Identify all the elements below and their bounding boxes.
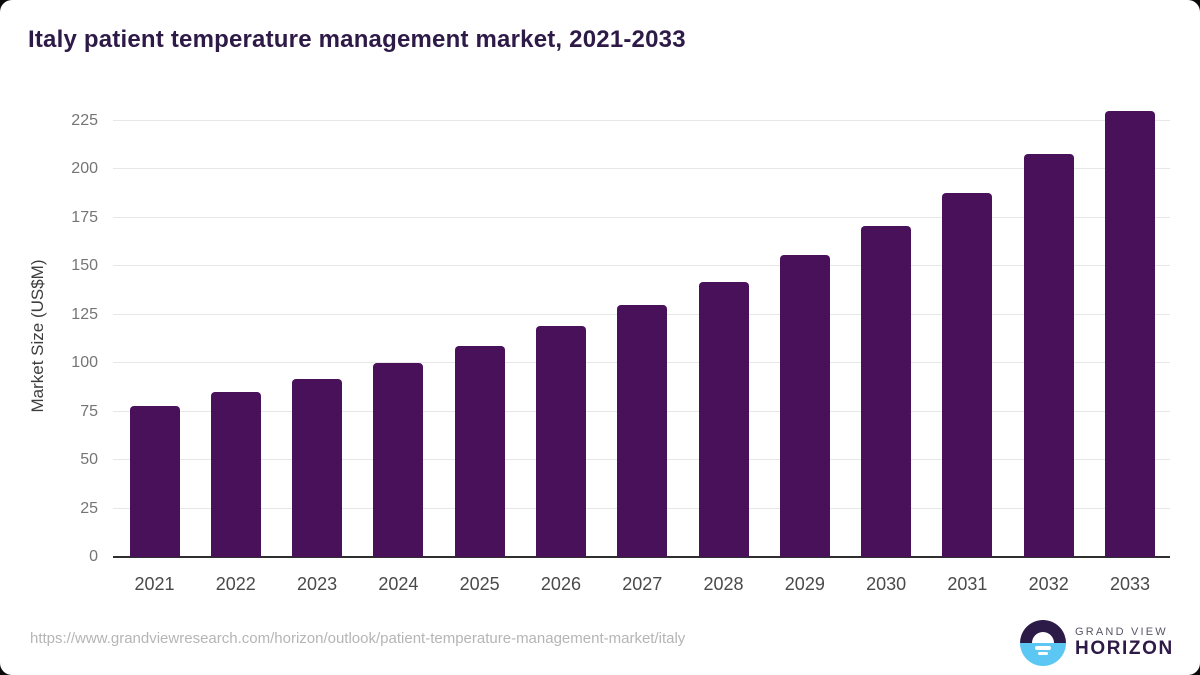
y-tick-label-225: 225 [71,112,98,129]
x-tick-label-2031: 2031 [947,574,988,594]
x-tick-label-2027: 2027 [622,574,663,594]
y-tick-label-25: 25 [80,499,98,517]
sun-icon [1032,632,1054,643]
bar-2032 [1023,153,1074,557]
x-axis-line [113,556,1170,558]
horizon-sunrise-icon [1020,620,1066,666]
bar-2028 [698,281,749,557]
y-tick-label-125: 125 [71,305,98,323]
brand-name-top: GRAND VIEW [1075,625,1168,638]
x-tick-label-2025: 2025 [459,574,500,594]
bar-2021 [129,405,180,557]
x-tick-label-2029: 2029 [784,574,825,594]
bar-2029 [779,254,830,557]
x-tick-label-2032: 2032 [1028,574,1069,594]
gridline-225 [113,120,1170,121]
y-axis-title: Market Size (US$M) [28,259,47,413]
y-tick-label-50: 50 [80,451,98,469]
bar-2031 [942,192,993,557]
chart-title: Italy patient temperature management mar… [28,26,686,53]
x-tick-label-2026: 2026 [540,574,581,594]
plot-area [113,111,1170,558]
bar-2027 [617,305,668,557]
y-tick-label-75: 75 [80,402,98,420]
y-tick-label-0: 0 [89,548,98,565]
bar-2026 [535,326,586,557]
x-tick-label-2024: 2024 [378,574,419,594]
bar-2030 [861,225,912,557]
y-tick-label-100: 100 [71,354,98,372]
sun-reflection-line [1035,646,1051,650]
gridline-150 [113,265,1170,267]
y-tick-label-200: 200 [71,160,98,178]
y-tick-label-175: 175 [71,208,98,226]
grand-view-horizon-logo: GRAND VIEW HORIZON [1020,620,1174,666]
bar-2024 [373,363,424,557]
x-tick-label-2022: 2022 [215,574,256,594]
bar-2033 [1105,111,1155,557]
x-tick-label-2030: 2030 [866,574,907,594]
x-tick-label-2028: 2028 [703,574,744,594]
gridline-175 [113,216,1170,218]
x-tick-label-2023: 2023 [297,574,338,594]
sun-reflection-line [1038,652,1048,655]
y-tick-label-150: 150 [71,257,98,275]
x-tick-label-2021: 2021 [134,574,175,594]
bar-2022 [210,392,261,557]
bar-2023 [292,378,343,557]
gridline-200 [113,168,1170,170]
logo-text: GRAND VIEW HORIZON [1075,626,1174,660]
brand-name-bottom: HORIZON [1075,638,1174,660]
x-tick-label-2033: 2033 [1109,574,1151,594]
source-url: https://www.grandviewresearch.com/horizo… [30,630,686,647]
bar-2025 [454,345,505,557]
